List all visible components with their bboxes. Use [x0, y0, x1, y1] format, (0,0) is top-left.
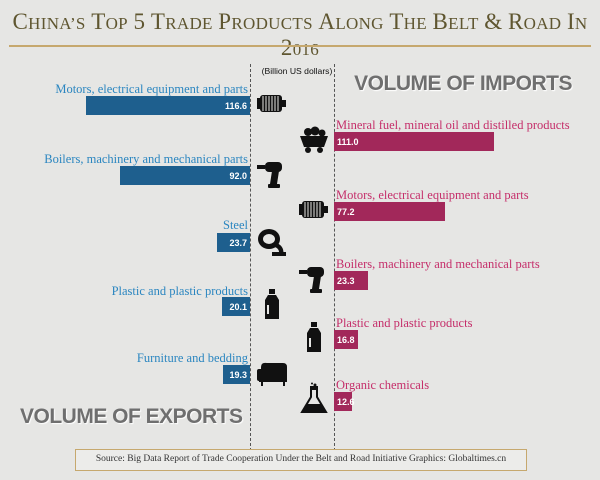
export-steel-ladle-icon — [258, 229, 286, 256]
import-bar — [334, 271, 368, 290]
export-bar — [86, 96, 250, 115]
export-bar-value: 23.7 — [229, 238, 247, 248]
export-bar — [120, 166, 250, 185]
import-category-label: Mineral fuel, mineral oil and distilled … — [336, 118, 570, 132]
export-bar-value: 92.0 — [229, 171, 247, 181]
export-sofa-icon — [257, 362, 287, 386]
import-bar-value: 23.3 — [337, 276, 355, 286]
import-bar — [334, 392, 352, 411]
export-category-label: Boilers, machinery and mechanical parts — [44, 152, 248, 166]
export-bar-value: 19.3 — [229, 370, 247, 380]
export-category-label: Furniture and bedding — [136, 351, 248, 365]
center-dashed-line-right — [334, 64, 335, 451]
unit-label: (Billion US dollars) — [261, 66, 333, 76]
import-plastic-bottle-icon — [307, 322, 321, 352]
export-motor-icon — [257, 95, 286, 112]
export-bar-value: 116.6 — [224, 101, 247, 111]
export-bar — [223, 365, 250, 384]
import-drill-icon — [299, 267, 324, 293]
chart-title: CHINA’S TOP 5 TRADE PRODUCTS ALONG THE B… — [0, 9, 600, 61]
import-category-label: Boilers, machinery and mechanical parts — [336, 257, 540, 271]
export-category-label: Steel — [223, 218, 248, 232]
chart-title-text: CHINA’S TOP 5 TRADE PRODUCTS ALONG THE B… — [12, 9, 588, 60]
export-bar-value: 20.1 — [229, 302, 247, 312]
import-bar-value: 12.6 — [337, 397, 355, 407]
import-category-label: Motors, electrical equipment and parts — [336, 188, 529, 202]
import-bar-value: 77.2 — [337, 207, 355, 217]
source-footer: Source: Big Data Report of Trade Coopera… — [75, 449, 527, 471]
export-category-label: Motors, electrical equipment and parts — [55, 82, 248, 96]
import-bar — [334, 132, 494, 151]
import-bar-value: 111.0 — [337, 137, 359, 147]
export-bar — [222, 297, 250, 316]
import-category-label: Plastic and plastic products — [336, 316, 473, 330]
import-motor-icon — [299, 201, 328, 218]
export-plastic-bottle-icon — [265, 289, 279, 319]
import-bar — [334, 202, 445, 221]
import-flask-icon — [300, 382, 328, 413]
source-text: Source: Big Data Report of Trade Coopera… — [95, 454, 507, 464]
import-category-label: Organic chemicals — [336, 378, 430, 392]
export-drill-icon — [257, 162, 282, 188]
export-bar — [217, 233, 250, 252]
import-bar-value: 16.8 — [337, 335, 355, 345]
exports-heading: VOLUME OF EXPORTS — [20, 405, 243, 428]
import-bar — [334, 330, 358, 349]
imports-heading: VOLUME OF IMPORTS — [354, 72, 572, 95]
title-divider — [9, 45, 591, 47]
import-mine-cart-icon — [300, 126, 328, 153]
center-dashed-line-left — [250, 64, 251, 451]
export-category-label: Plastic and plastic products — [111, 284, 248, 298]
